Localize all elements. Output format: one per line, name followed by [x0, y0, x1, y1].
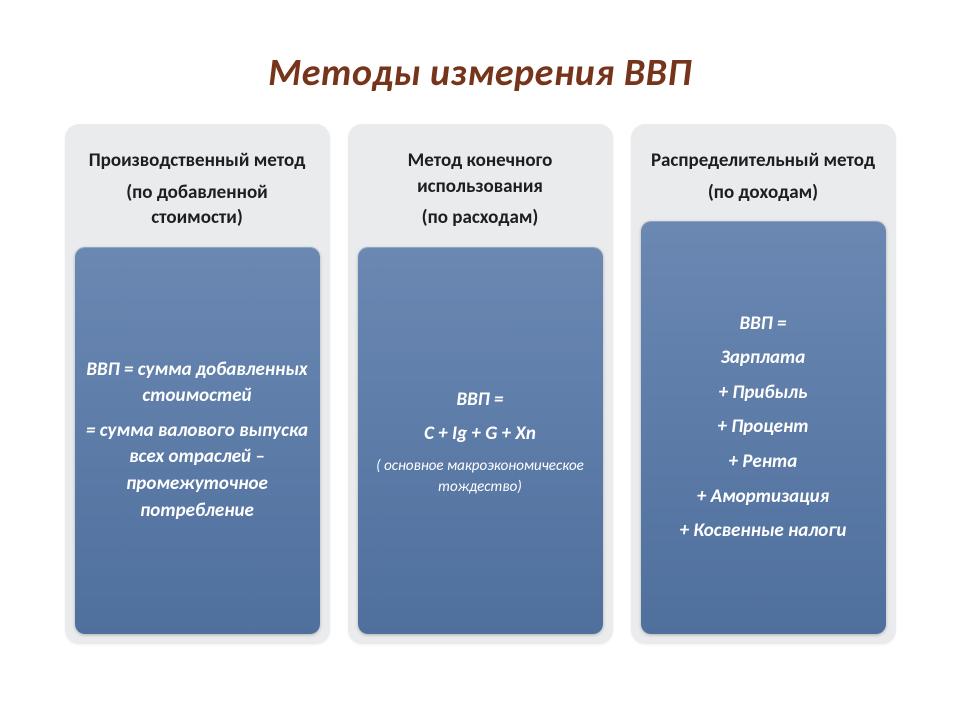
column-header: Метод конечного использования (по расход… [358, 134, 603, 247]
formula-line: + Амортизация [651, 484, 876, 511]
column-header-title: Распределительный метод [651, 149, 875, 172]
formula-line: C + Ig + G + Xn [368, 421, 593, 448]
slide-title: Методы измерения ВВП [60, 50, 900, 96]
formula-line: + Рента [651, 449, 876, 476]
formula-line: + Прибыль [651, 380, 876, 407]
formula-box: ВВП = сумма добавленных стоимостей = сум… [75, 247, 320, 634]
column-header: Производственный метод (по добавленной с… [75, 134, 320, 247]
formula-line: ВВП = [651, 311, 876, 338]
formula-line: + Косвенные налоги [651, 518, 876, 545]
formula-line: ВВП = [368, 387, 593, 414]
column-header-sub: (по доходам) [647, 180, 880, 206]
column-header-title: Метод конечного использования [408, 149, 553, 198]
column-header: Распределительный метод (по доходам) [641, 134, 886, 221]
formula-line: + Процент [651, 414, 876, 441]
method-column-income: Распределительный метод (по доходам) ВВП… [631, 124, 896, 644]
formula-line: Зарплата [651, 345, 876, 372]
formula-line: ВВП = сумма добавленных стоимостей [85, 357, 310, 410]
formula-box: ВВП = Зарплата + Прибыль + Процент + Рен… [641, 221, 886, 634]
formula-note: ( основное макроэкономическое тождество) [368, 456, 593, 498]
slide: Методы измерения ВВП Производственный ме… [0, 0, 960, 720]
method-column-expenditure: Метод конечного использования (по расход… [348, 124, 613, 644]
column-header-sub: (по добавленной стоимости) [81, 180, 314, 231]
formula-line: = сумма валового выпуска всех отраслей –… [85, 418, 310, 524]
method-column-production: Производственный метод (по добавленной с… [65, 124, 330, 644]
formula-box: ВВП = C + Ig + G + Xn ( основное макроэк… [358, 247, 603, 634]
column-header-sub: (по расходам) [364, 205, 597, 231]
column-header-title: Производственный метод [89, 149, 306, 172]
columns-container: Производственный метод (по добавленной с… [60, 124, 900, 644]
